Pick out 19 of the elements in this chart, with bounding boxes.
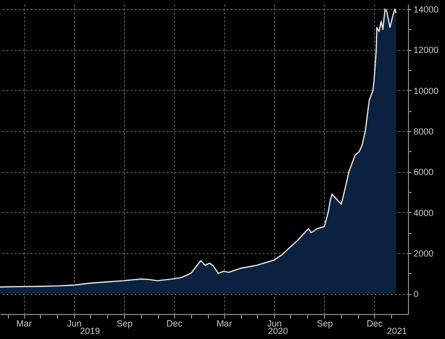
text: 2019 [80, 326, 100, 336]
x-tick-label: Mar [216, 318, 232, 328]
y-tick-label: 12000 [414, 45, 439, 56]
y-tick-label: 4000 [414, 208, 434, 218]
x-tick-label: Dec [166, 318, 183, 328]
text: 2021 [386, 326, 408, 336]
y-tick-label: 14000 [414, 4, 439, 15]
y-tick-label: 0 [414, 289, 419, 300]
y-tick-label: 8000 [414, 126, 434, 137]
y-tick-label: 10000 [414, 86, 439, 96]
x-tick-label: Sep [316, 318, 333, 328]
y-tick-label: 6000 [414, 167, 434, 178]
x-tick-label: Dec [366, 318, 384, 328]
y-tick-label: 2000 [414, 248, 434, 259]
x-tick-label: Sep [116, 318, 133, 328]
x-tick-label: Jun [67, 318, 82, 328]
x-tick-label: Jun [267, 318, 282, 328]
text: 2020 [268, 326, 288, 336]
x-tick-label: Mar [16, 318, 32, 328]
